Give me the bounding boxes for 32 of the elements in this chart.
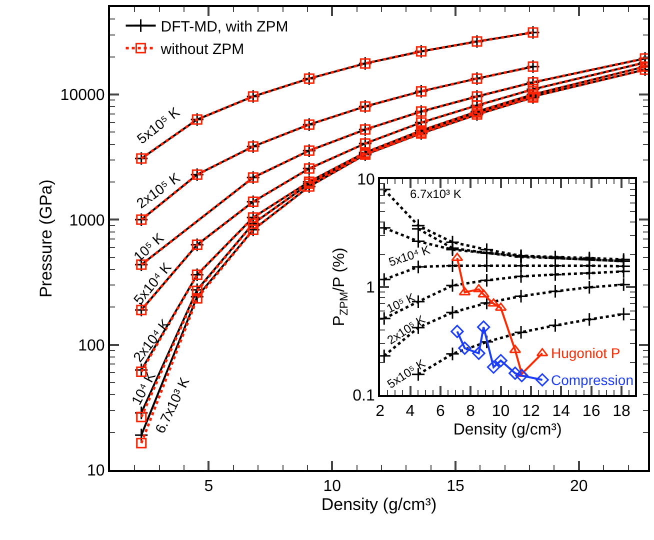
x-tick-label: 16 <box>582 403 600 420</box>
y-tick-label: 10000 <box>60 87 105 104</box>
x-tick-label: 14 <box>552 403 570 420</box>
legend-label: DFT-MD, with ZPM <box>160 18 288 36</box>
x-tick-label: 8 <box>466 403 476 420</box>
annotation: 10⁴ K <box>128 368 159 408</box>
x-tick-label: 10 <box>323 478 342 496</box>
y-tick-label: 0.1 <box>352 388 375 405</box>
y-tick-label: 1 <box>366 279 375 296</box>
y-tick-label: 100 <box>78 337 105 354</box>
x-axis-title: Density (g/cm³) <box>453 421 562 438</box>
series-label: Compression <box>551 372 634 388</box>
x-tick-label: 10 <box>492 403 510 420</box>
annotation: 10⁵ K <box>130 229 168 265</box>
y-tick-label: 10 <box>357 171 375 188</box>
x-tick-label: 4 <box>406 403 415 420</box>
x-tick-label: 6 <box>436 403 445 420</box>
series-label: Hugoniot P <box>551 345 620 361</box>
x-tick-label: 18 <box>612 403 631 420</box>
x-tick-label: 15 <box>446 478 464 496</box>
legend-label: without ZPM <box>160 40 244 58</box>
annotation: 10⁵ K <box>384 290 418 316</box>
annotation: 6.7x10³ K <box>410 187 462 201</box>
x-tick-label: 2 <box>376 403 385 420</box>
x-axis-title: Density (g/cm³) <box>321 495 437 514</box>
x-tick-label: 12 <box>522 403 540 420</box>
y-tick-label: 1000 <box>69 212 105 230</box>
annotation: 5x10⁴ K <box>386 242 432 270</box>
y-tick-label: 10 <box>87 462 105 480</box>
x-tick-label: 20 <box>570 478 588 496</box>
x-tick-label: 5 <box>204 478 214 496</box>
y-axis-title: Pressure (GPa) <box>36 179 56 298</box>
